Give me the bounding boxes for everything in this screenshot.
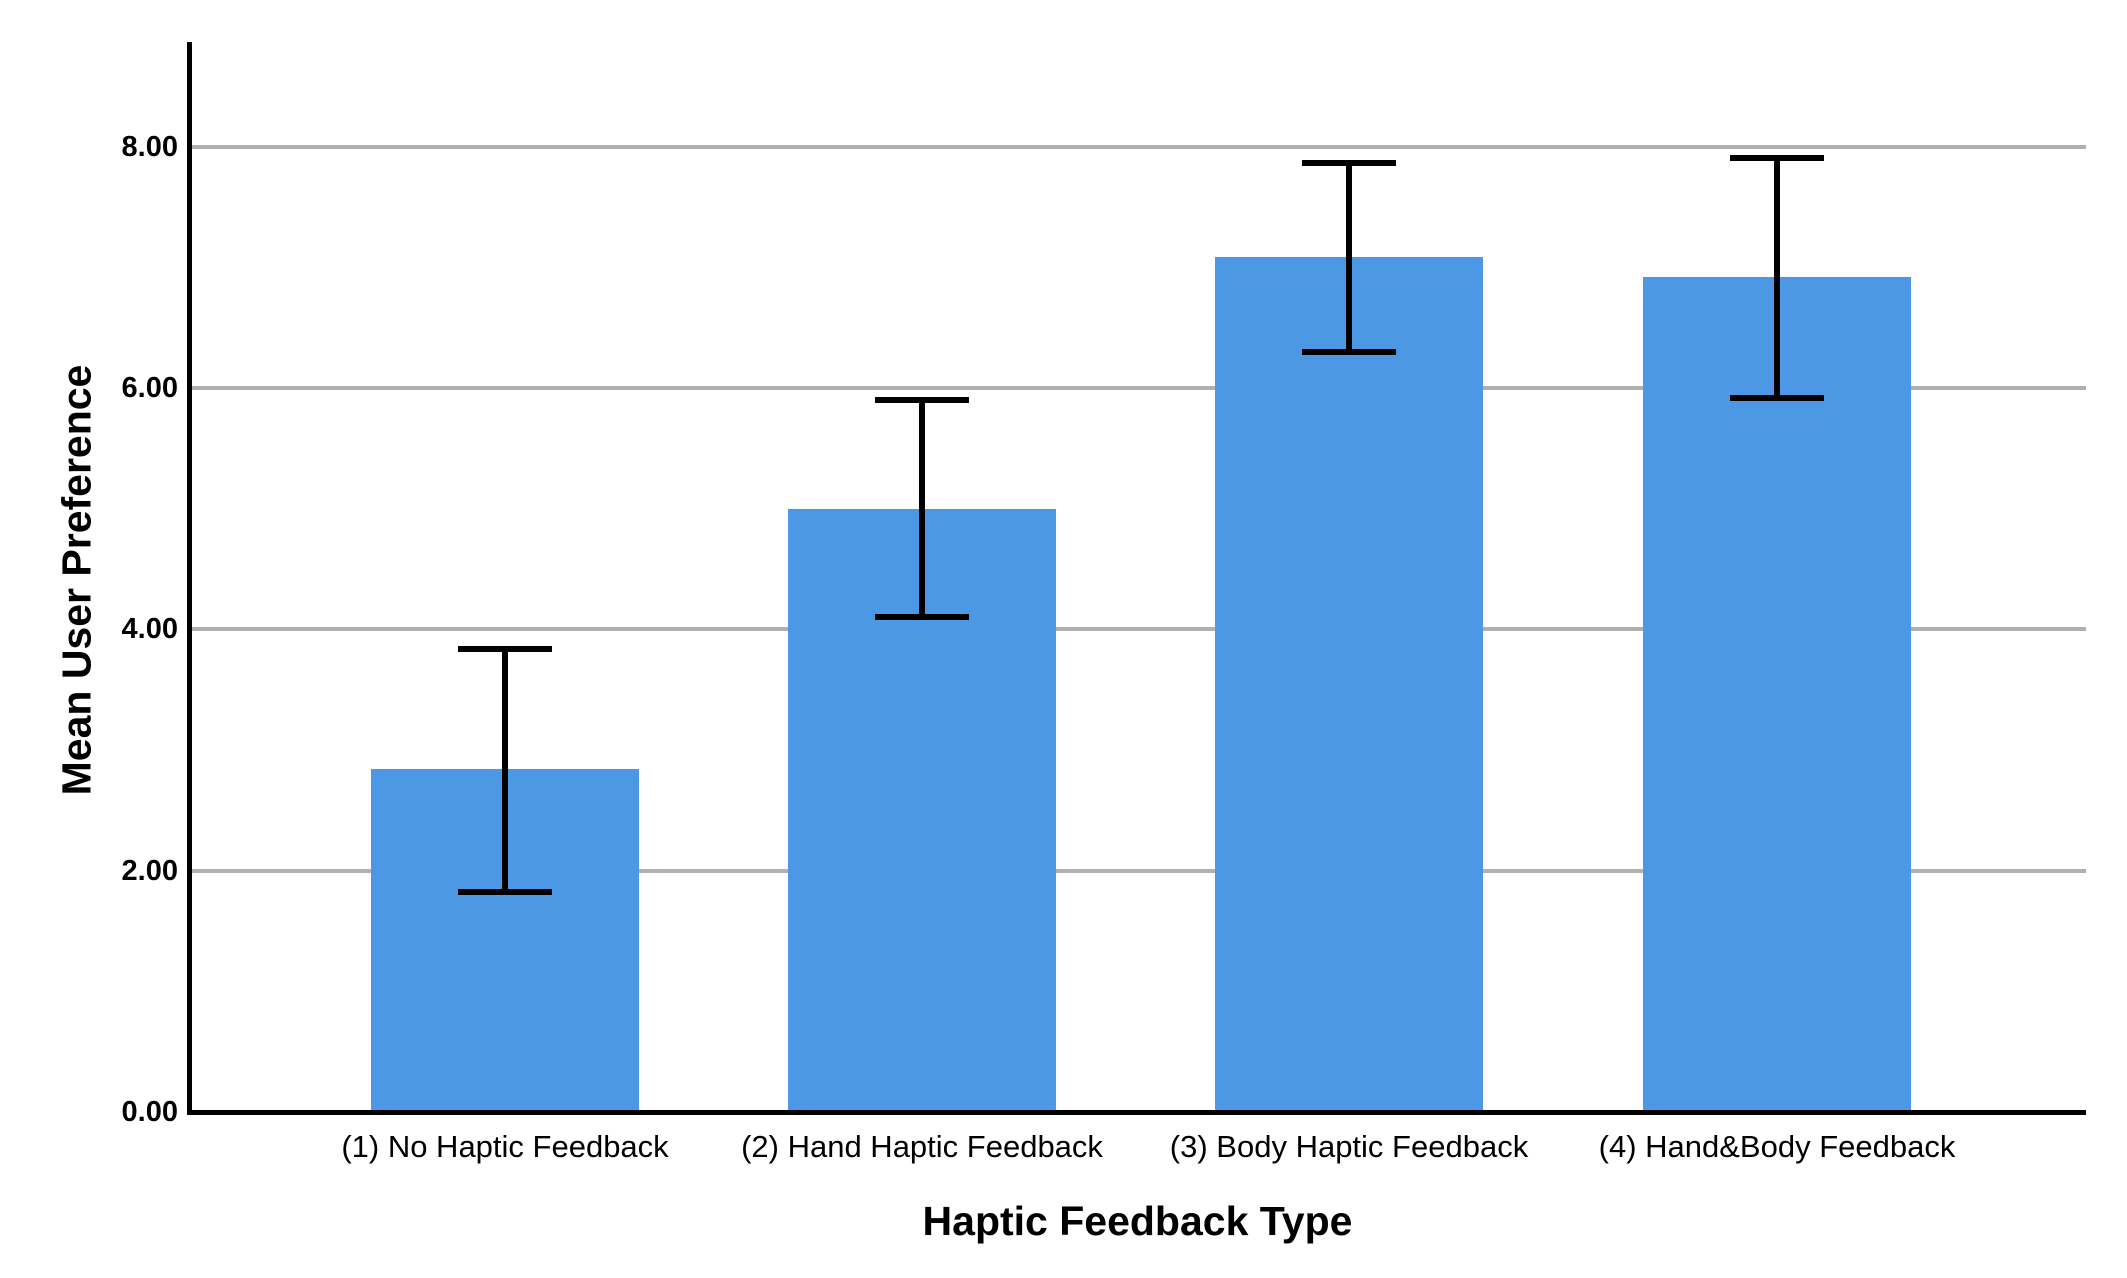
x-category-label: (2) Hand Haptic Feedback xyxy=(741,1129,1103,1164)
plot-area xyxy=(189,42,2086,1112)
gridline xyxy=(189,386,2086,391)
y-axis-line xyxy=(187,42,192,1115)
error-bar-cap-top xyxy=(458,645,552,652)
y-axis-title: Mean User Preference xyxy=(53,364,100,796)
gridline xyxy=(189,144,2086,149)
error-bar-cap-top xyxy=(1302,159,1396,166)
y-tick-label: 6.00 xyxy=(121,372,178,405)
gridline xyxy=(189,627,2086,632)
y-tick-label: 2.00 xyxy=(121,854,178,887)
y-tick-label: 0.00 xyxy=(121,1096,178,1128)
y-tick-label: 4.00 xyxy=(121,613,178,646)
error-bar-cap-bottom xyxy=(1302,349,1396,356)
x-category-label: (4) Hand&Body Feedback xyxy=(1598,1129,1956,1164)
error-bar-cap-top xyxy=(875,397,969,404)
error-bar-cap-top xyxy=(1730,154,1824,161)
gridline xyxy=(189,868,2086,873)
error-bar-cap-bottom xyxy=(458,889,552,896)
x-category-label: (3) Body Haptic Feedback xyxy=(1169,1129,1529,1164)
bar xyxy=(1215,256,1483,1112)
x-axis-line xyxy=(187,1110,2086,1115)
x-category-label: (1) No Haptic Feedback xyxy=(341,1129,669,1164)
error-bar-stem xyxy=(502,648,508,893)
bar xyxy=(1643,277,1911,1112)
x-axis-title: Haptic Feedback Type xyxy=(922,1198,1353,1244)
error-bar-cap-bottom xyxy=(1730,394,1824,401)
error-bar-cap-bottom xyxy=(875,614,969,621)
y-tick-label: 8.00 xyxy=(121,130,178,163)
error-bar-stem xyxy=(1346,162,1352,353)
error-bar-stem xyxy=(1774,157,1780,398)
error-bar-stem xyxy=(919,400,925,618)
